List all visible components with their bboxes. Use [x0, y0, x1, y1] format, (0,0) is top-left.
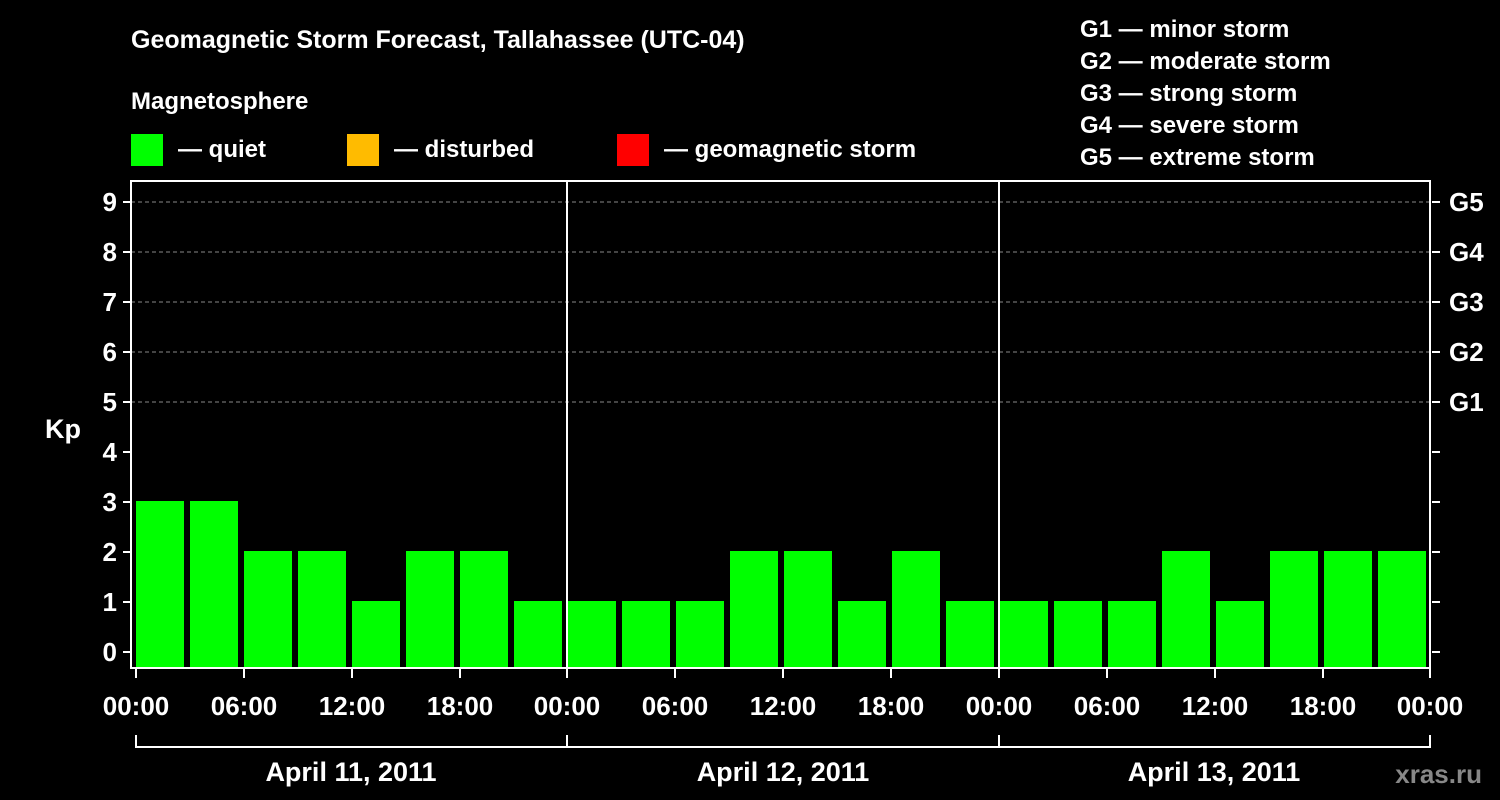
y-tick-label: 6 — [103, 337, 117, 367]
kp-bar — [1108, 601, 1156, 668]
storm-level-label: G3 — [1449, 287, 1484, 317]
storm-scale-g5: G5 — extreme storm — [1080, 144, 1315, 171]
kp-bar — [1324, 551, 1372, 668]
storm-level-label: G4 — [1449, 237, 1484, 267]
kp-bar — [838, 601, 886, 668]
y-axis-label: Kp — [45, 414, 81, 444]
plot-frame — [130, 180, 1431, 669]
x-tick-label: 06:00 — [1074, 691, 1141, 721]
kp-bar — [298, 551, 346, 668]
storm-scale-g3: G3 — strong storm — [1080, 80, 1297, 107]
y-tick-label: 5 — [103, 387, 117, 417]
storm-scale-legend: G1 — minor storm G2 — moderate storm G3 … — [1080, 16, 1331, 171]
x-tick-label: 06:00 — [211, 691, 278, 721]
legend-label-disturbed: — disturbed — [394, 136, 534, 163]
x-tick-label: 00:00 — [966, 691, 1033, 721]
kp-bar — [1000, 601, 1048, 668]
x-tick-label: 00:00 — [1397, 691, 1464, 721]
kp-bar — [1054, 601, 1102, 668]
kp-bar — [1162, 551, 1210, 668]
legend: — quiet — disturbed — geomagnetic storm — [131, 134, 916, 166]
kp-bar — [1270, 551, 1318, 668]
x-tick-label: 06:00 — [642, 691, 709, 721]
x-tick-label: 00:00 — [534, 691, 601, 721]
legend-swatch-disturbed — [347, 134, 379, 166]
day-label: April 11, 2011 — [265, 757, 436, 787]
kp-bar — [190, 501, 238, 668]
x-tick-label: 18:00 — [1290, 691, 1357, 721]
legend-label-storm: — geomagnetic storm — [664, 136, 916, 163]
kp-bar — [1378, 551, 1426, 668]
kp-bar — [892, 551, 940, 668]
watermark: xras.ru — [1395, 759, 1482, 789]
axes: 0 1 2 3 4 5 6 7 8 9 G1 G2 G3 G4 G5 00:00 06:00 12:00 18:00… — [103, 180, 1484, 787]
legend-swatch-quiet — [131, 134, 163, 166]
y-tick-label: 8 — [103, 237, 117, 267]
x-tick-label: 18:00 — [858, 691, 925, 721]
bars — [136, 501, 1426, 668]
y-tick-label: 1 — [103, 587, 117, 617]
kp-bar — [622, 601, 670, 668]
x-tick-label: 12:00 — [750, 691, 817, 721]
x-tick-label: 00:00 — [103, 691, 170, 721]
storm-scale-g4: G4 — severe storm — [1080, 112, 1299, 139]
x-tick-label: 18:00 — [427, 691, 494, 721]
day-label: April 12, 2011 — [697, 757, 870, 787]
kp-bar — [568, 601, 616, 668]
y-tick-label: 3 — [103, 487, 117, 517]
y-tick-label: 4 — [103, 437, 118, 467]
kp-bar — [514, 601, 562, 668]
x-tick-label: 12:00 — [319, 691, 386, 721]
kp-bar — [1216, 601, 1264, 668]
storm-scale-g2: G2 — moderate storm — [1080, 48, 1331, 75]
y-tick-label: 9 — [103, 187, 117, 217]
y-tick-label: 0 — [103, 637, 117, 667]
kp-bar — [946, 601, 994, 668]
kp-bar — [460, 551, 508, 668]
legend-label-quiet: — quiet — [178, 136, 266, 163]
y-tick-label: 7 — [103, 287, 117, 317]
day-label: April 13, 2011 — [1128, 757, 1301, 787]
kp-bar — [406, 551, 454, 668]
storm-level-label: G2 — [1449, 337, 1484, 367]
storm-level-label: G5 — [1449, 187, 1484, 217]
kp-bar — [136, 501, 184, 668]
kp-bar — [352, 601, 400, 668]
kp-bar — [784, 551, 832, 668]
kp-bar — [676, 601, 724, 668]
kp-bar — [244, 551, 292, 668]
x-tick-label: 12:00 — [1182, 691, 1249, 721]
storm-level-label: G1 — [1449, 387, 1484, 417]
legend-title: Magnetosphere — [131, 88, 308, 115]
y-tick-label: 2 — [103, 537, 117, 567]
storm-scale-g1: G1 — minor storm — [1080, 16, 1289, 43]
legend-swatch-storm — [617, 134, 649, 166]
kp-bar — [730, 551, 778, 668]
grid — [131, 201, 1430, 403]
chart-title: Geomagnetic Storm Forecast, Tallahassee … — [131, 26, 745, 54]
